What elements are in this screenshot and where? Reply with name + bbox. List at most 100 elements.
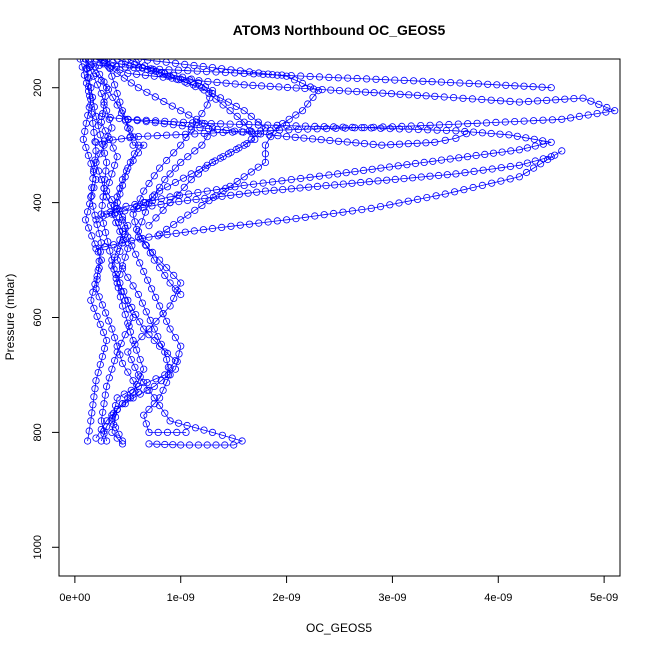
data-point [360,140,369,148]
data-point [99,60,107,68]
data-point [529,164,538,172]
data-point [99,193,107,201]
data-point [256,130,265,138]
data-point [290,76,299,84]
data-point [159,206,167,214]
data-point [138,332,146,341]
data-point [359,166,368,174]
data-point [108,124,116,132]
data-point [148,285,156,293]
data-point [282,122,291,130]
data-point [150,325,158,333]
data-point [446,79,455,87]
data-point [306,83,314,91]
data-point [134,84,142,92]
data-point [378,141,386,149]
data-point [208,224,217,233]
data-point [440,93,448,101]
data-point [177,290,185,299]
data-point [133,117,141,125]
data-point [413,139,421,147]
data-point [183,421,191,430]
data-point [133,202,141,210]
data-point [218,65,226,73]
profile-line [106,156,552,215]
data-point [222,126,230,134]
data-point [175,419,183,427]
data-point [141,208,149,216]
data-point [91,156,99,164]
data-point [136,373,144,381]
data-point [205,197,213,205]
data-point [87,84,95,92]
data-point [92,59,100,63]
data-point [90,393,98,401]
x-axis-label: OC_GEOS5 [306,621,372,635]
data-point [88,409,96,417]
data-point [85,427,93,435]
data-point [325,73,333,82]
data-point [109,93,117,101]
data-point [333,170,342,178]
data-point [100,98,108,106]
data-point [317,136,325,144]
data-point [192,195,200,204]
data-point [543,96,551,105]
data-point [118,216,127,224]
data-point [156,164,164,172]
data-point [95,257,103,265]
data-point [334,137,343,145]
data-point [513,132,521,140]
y-axis: 200 400 600 800 1000 [32,79,60,560]
profile-line [101,116,467,146]
data-point [84,437,92,445]
data-point [129,210,137,218]
data-point [530,135,538,143]
data-point [144,132,152,140]
data-point [201,194,209,202]
data-point [208,64,217,72]
data-point [145,440,153,448]
data-point [362,75,371,83]
data-point [162,59,170,66]
data-point [342,169,350,177]
data-point [124,319,132,327]
data-point [265,131,273,139]
data-point [178,122,186,130]
data-point [287,185,295,193]
data-point [108,170,116,178]
data-point [523,144,532,152]
data-point [187,126,195,134]
data-point [133,380,141,389]
data-point [105,317,113,325]
data-point [544,155,552,164]
data-point [558,147,566,155]
data-point [151,93,159,101]
data-point [163,349,172,357]
data-point [300,134,308,142]
data-point [100,78,108,86]
data-point [506,175,514,183]
data-point [216,94,224,102]
data-point [212,95,220,103]
data-point [395,125,404,133]
data-point [301,122,309,130]
data-point [99,219,108,227]
data-point [452,170,460,178]
data-point [171,365,179,373]
data-point [100,430,108,438]
data-point [134,388,142,396]
y-tick-label: 400 [32,193,44,211]
data-point [97,417,105,425]
data-point [191,147,199,155]
data-point [118,359,127,368]
data-point [377,164,385,172]
data-point [124,394,132,402]
data-point [329,209,338,218]
data-point [422,92,430,100]
x-tick-label: 0e+00 [59,592,90,604]
data-point [84,73,92,82]
data-point [126,158,134,166]
data-point [460,186,468,194]
data-point [82,143,90,152]
